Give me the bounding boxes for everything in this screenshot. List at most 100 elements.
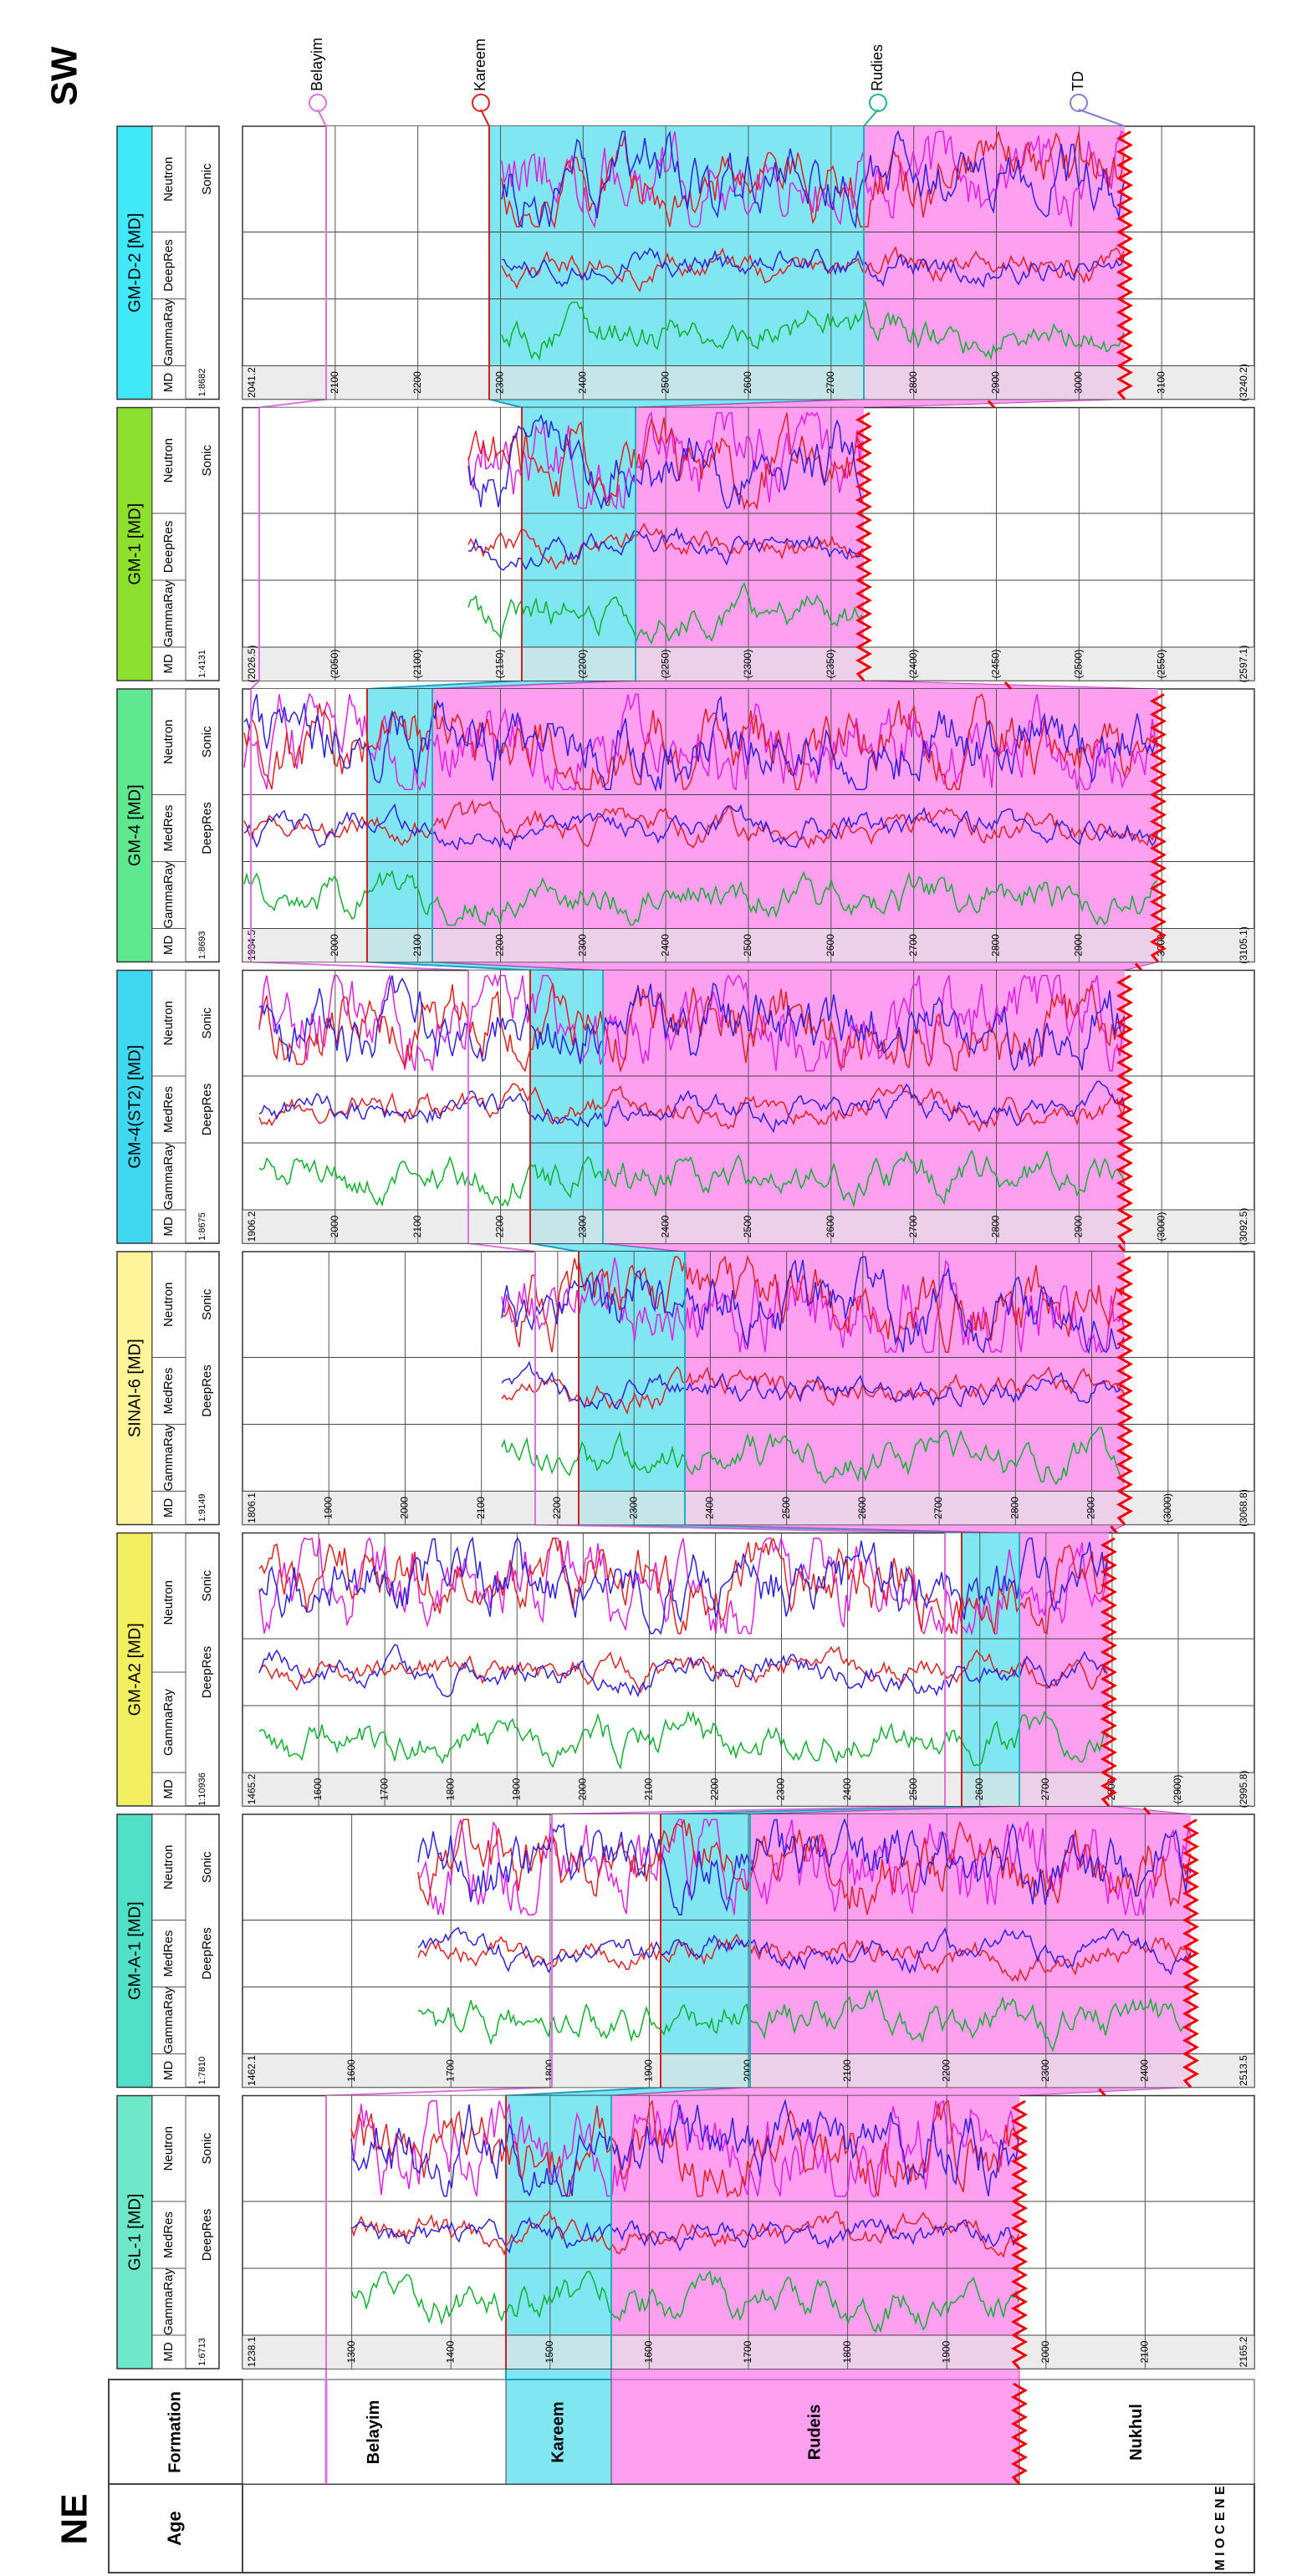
depth-label: (2400)	[907, 650, 919, 679]
column-cell	[151, 125, 186, 232]
subcolumn-name: Sonic	[200, 726, 214, 757]
subcolumn-name: Sonic	[200, 1851, 214, 1883]
subcolumn-name: DeepRes	[200, 1084, 214, 1136]
depth-label: 3000	[1073, 371, 1085, 394]
log-curve	[501, 1365, 1125, 1416]
depth-label: (2200)	[577, 650, 589, 679]
td-link	[1134, 962, 1143, 972]
column-name: MedRes	[161, 1931, 176, 1977]
column-name: MD	[161, 373, 176, 392]
marker-symbol	[1070, 94, 1088, 112]
log-curve	[258, 1645, 1108, 1694]
marker-label: TD	[1070, 71, 1086, 91]
kareem-zone	[579, 1252, 685, 1525]
column-name: Neutron	[161, 157, 176, 201]
log-curve	[501, 1256, 1125, 1354]
log-curve	[501, 131, 1125, 229]
belayim-zone	[259, 407, 522, 681]
depth-label: 1900	[940, 2340, 952, 2363]
column-name: GammaRay	[161, 579, 176, 647]
log-curve	[467, 582, 863, 645]
depth-label: 2200	[411, 371, 423, 394]
column-name: MedRes	[161, 1368, 176, 1415]
scale: 1:8675	[197, 1212, 207, 1241]
depth-label: 2165.2	[1238, 2336, 1249, 2367]
depth-label: 2700	[907, 934, 919, 956]
depth-label: 2400	[841, 1778, 853, 1800]
depth-label: 2100	[329, 371, 340, 394]
depth-label: 2800	[990, 1215, 1002, 1237]
column-name: MD	[161, 1498, 176, 1518]
column-name: Neutron	[161, 1283, 176, 1327]
depth-label: (2550)	[1155, 650, 1167, 679]
belayim-zone	[251, 689, 367, 962]
log-curve	[417, 1933, 1192, 1982]
log-curve	[350, 2210, 1019, 2258]
depth-label: 2100	[1139, 2340, 1151, 2363]
log-curve	[243, 803, 1158, 851]
depth-label: 2900	[1073, 1215, 1085, 1237]
well-name: GM-4(ST2) [MD]	[125, 1045, 144, 1169]
depth-label: (2500)	[1073, 650, 1085, 679]
column-name: MD	[161, 1779, 176, 1798]
log-curve	[501, 1254, 1125, 1353]
depth-label: 1238.1	[246, 2336, 258, 2367]
depth-label: (2300)	[742, 650, 753, 679]
depth-label: 1900	[643, 2059, 655, 2082]
depth-label: 2200	[940, 2059, 952, 2082]
td-link	[1142, 1807, 1151, 1815]
depth-label: 2000	[742, 2059, 753, 2082]
depth-label: 2900	[1073, 934, 1085, 956]
depth-label: (3000)	[1162, 1493, 1173, 1523]
marker-symbol	[472, 94, 490, 112]
depth-label: 2500	[780, 1497, 792, 1519]
depth-label: 2100	[475, 1497, 487, 1519]
depth-label: 2000	[577, 1778, 589, 1800]
depth-label: 2100	[411, 1215, 423, 1237]
log-curve	[467, 527, 863, 571]
subcolumn-name: DeepRes	[200, 802, 214, 854]
ne-label: NE	[54, 2493, 95, 2544]
depth-label: 1806.1	[246, 1492, 258, 1523]
depth-label: 2300	[775, 1778, 787, 1800]
column-name: MedRes	[161, 805, 176, 852]
log-curve	[258, 1149, 1126, 1208]
log-curve	[417, 1989, 1192, 2053]
log-curve	[501, 1360, 1125, 1410]
td-line	[1149, 693, 1167, 963]
column-name: Neutron	[161, 720, 176, 764]
log-curve	[501, 247, 1125, 288]
depth-label: (2350)	[825, 650, 836, 679]
marker-label: Kareem	[472, 38, 488, 91]
depth-label: 2041.2	[246, 367, 258, 398]
log-curve	[417, 1926, 1192, 1976]
depth-label: (2900)	[1172, 1775, 1183, 1804]
rudeis-zone	[611, 2095, 1019, 2369]
depth-label: 1700	[742, 2340, 753, 2363]
depth-label: 2300	[627, 1497, 639, 1519]
scale: 1:8693	[197, 931, 207, 960]
kareem-zone	[661, 1814, 750, 2088]
depth-label: 1700	[378, 1778, 390, 1800]
depth-label: 2400	[577, 371, 589, 394]
log-curve	[258, 1537, 1108, 1636]
log-curve	[258, 1083, 1126, 1133]
column-name: GammaRay	[161, 1142, 176, 1210]
depth-label: 2300	[1039, 2059, 1051, 2082]
td-line	[1116, 130, 1134, 400]
unconformity	[1010, 2382, 1029, 2485]
depth-label: 2600	[742, 371, 753, 394]
subcolumn-name: Sonic	[200, 1288, 214, 1320]
log-curve	[258, 1536, 1108, 1635]
column-name: Neutron	[161, 2126, 176, 2170]
column-name: GammaRay	[161, 1987, 176, 2054]
column-name: MD	[161, 654, 176, 673]
depth-label: 2400	[1139, 2059, 1151, 2082]
log-curve	[258, 1080, 1126, 1134]
sw-label: SW	[44, 46, 85, 105]
log-curve	[258, 982, 1126, 1074]
marker-label: Rudies	[869, 44, 886, 91]
column-name: Neutron	[161, 1001, 176, 1045]
marker-symbol	[869, 94, 887, 112]
